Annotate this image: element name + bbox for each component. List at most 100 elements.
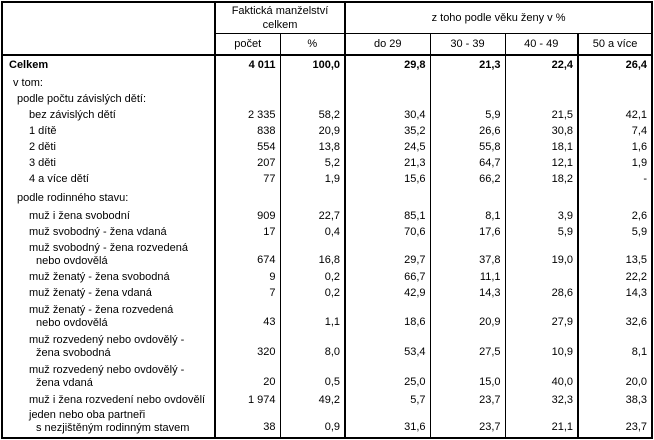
row-label: podle rodinného stavu:: [2, 187, 216, 208]
cell-value: 53,4: [345, 331, 431, 362]
cell-value: [430, 187, 506, 208]
row-label: jeden nebo oba partneři s nezjištěným rod…: [2, 408, 216, 438]
cell-value: 2,6: [631, 209, 648, 222]
cell-value: 42,1: [625, 109, 648, 121]
column-header-do-29: do 29: [345, 33, 431, 56]
cell-value: [578, 76, 652, 92]
cell-value: 5,2: [280, 155, 347, 172]
table-row: 4 a více dětí 77 1,9 15,6 66,2 18,2 -: [2, 171, 652, 188]
cell-value: 15,0: [430, 361, 506, 392]
cell-value: 16,8: [280, 240, 347, 270]
row-label-line1: muž rozvedený nebo ovdovělý -: [29, 363, 185, 376]
cell-value: 43: [215, 301, 281, 332]
cell-value: 22,7: [280, 207, 347, 225]
table-row: muž ženatý - žena svobodná 9 0,2 66,7 11,1 22…: [2, 269, 652, 286]
cell-value: 32,6: [625, 315, 648, 328]
table-row: muž rozvedený nebo ovdovělý - žena vdaná 2…: [2, 361, 652, 392]
cell-value: [505, 187, 580, 208]
row-label: muž svobodný - žena rozvedená nebo ovdově…: [2, 240, 216, 270]
cell-value: 32,3: [505, 391, 580, 409]
cell-value: 22,4: [505, 54, 580, 76]
table-row: podle počtu závislých dětí:: [2, 91, 652, 108]
table-row: podle rodinného stavu:: [2, 187, 652, 208]
cell-value: 10,9: [505, 331, 580, 362]
cell-value: 5,9: [631, 226, 648, 238]
cell-value: 3,9: [505, 207, 580, 225]
cell-value: 18,6: [345, 301, 431, 332]
cell-value: [505, 91, 580, 108]
cell-value: 18,2: [505, 171, 580, 188]
cell-value: 13,5: [625, 253, 648, 266]
cell-value: 674: [215, 240, 281, 270]
cell-value: 0,2: [280, 269, 347, 286]
column-header-pocet: počet: [215, 33, 281, 56]
cell-value: 8,1: [430, 207, 506, 225]
cell-value: 0,2: [280, 285, 347, 302]
cell-value: [505, 75, 580, 92]
row-label-line1: muž svobodný - žena rozvedená: [29, 241, 188, 254]
row-label: 3 děti: [2, 155, 216, 172]
cell-value: 23,7: [430, 391, 506, 409]
column-header-30-39: 30 - 39: [430, 33, 506, 56]
cell-value: 42,9: [345, 285, 431, 302]
cell-value: 23,7: [625, 420, 648, 433]
cell-value: 37,8: [430, 240, 506, 270]
row-label: podle počtu závislých dětí:: [2, 91, 216, 108]
cell-value: 38: [215, 408, 281, 438]
column-group-faktická-manželství-celkem: Faktická manželství celkem: [215, 2, 347, 34]
cell-value: 55,8: [430, 139, 506, 156]
table-row: v tom:: [2, 75, 652, 92]
cell-value: 0,9: [280, 408, 347, 438]
column-header-50-a-vice: 50 a více: [578, 33, 653, 56]
cell-value: 0,4: [280, 224, 347, 241]
cell-value: 35,2: [345, 123, 431, 140]
cell-value: [345, 75, 431, 92]
cell-value: 1,6: [631, 141, 648, 153]
row-label: v tom:: [2, 75, 216, 92]
row-label: muž ženatý - žena rozvedená nebo ovdovělá: [2, 301, 216, 332]
cell-value: 19,0: [505, 240, 580, 270]
cell-value: 26,6: [430, 123, 506, 140]
table-row: muž svobodný - žena vdaná 17 0,4 70,6 17,6 5,…: [2, 224, 652, 241]
cell-value: [345, 187, 431, 208]
row-label: 2 děti: [2, 139, 216, 156]
row-label-line2: žena vdaná: [36, 376, 93, 389]
table-body: Celkem 4 011 100,0 29,8 21,3 22,4 26,4 v tom: po…: [2, 54, 652, 438]
cell-value: 20: [215, 361, 281, 392]
cell-value: 21,5: [505, 107, 580, 124]
row-label: muž ženatý - žena vdaná: [2, 285, 216, 302]
cell-value: 17: [215, 224, 281, 241]
cell-value: 0,5: [280, 361, 347, 392]
cell-value: 20,0: [625, 375, 648, 388]
cell-value: 38,3: [625, 393, 648, 406]
cell-value: 85,1: [345, 207, 431, 225]
cell-value: [280, 91, 347, 108]
corner-cell: [2, 2, 216, 56]
cell-value: 4 011: [215, 54, 281, 76]
cell-value: 909: [215, 207, 281, 225]
table-row: muž ženatý - žena vdaná 7 0,2 42,9 14,3 28,6 1…: [2, 285, 652, 302]
row-label: muž rozvedený nebo ovdovělý - žena svobod…: [2, 331, 216, 362]
cell-value: 207: [215, 155, 281, 172]
cell-value: 13,8: [280, 139, 347, 156]
cell-value: 66,2: [430, 171, 506, 188]
table-row: 1 dítě 838 20,9 35,2 26,6 30,8 7,4: [2, 123, 652, 140]
cell-value: [578, 92, 652, 108]
table-row: Celkem 4 011 100,0 29,8 21,3 22,4 26,4: [2, 54, 652, 76]
cell-value: 21,1: [505, 408, 580, 438]
table-row: muž rozvedený nebo ovdovělý - žena svobod…: [2, 331, 652, 362]
cell-value: 1,1: [280, 301, 347, 332]
row-label-line2: s nezjištěným rodinným stavem: [36, 421, 190, 434]
cell-value: [345, 91, 431, 108]
table-header: Faktická manželství celkem z toho podle …: [2, 2, 653, 56]
column-header-percent: %: [280, 33, 347, 56]
row-label: muž ženatý - žena svobodná: [2, 269, 216, 286]
cell-value: 27,9: [505, 301, 580, 332]
cell-value: 30,8: [505, 123, 580, 140]
cell-value: 21,3: [345, 155, 431, 172]
cell-value: 27,5: [430, 331, 506, 362]
row-label-line2: nebo ovdovělá: [36, 254, 108, 267]
cell-value: 66,7: [345, 269, 431, 286]
row-label: bez závislých dětí: [2, 107, 216, 124]
